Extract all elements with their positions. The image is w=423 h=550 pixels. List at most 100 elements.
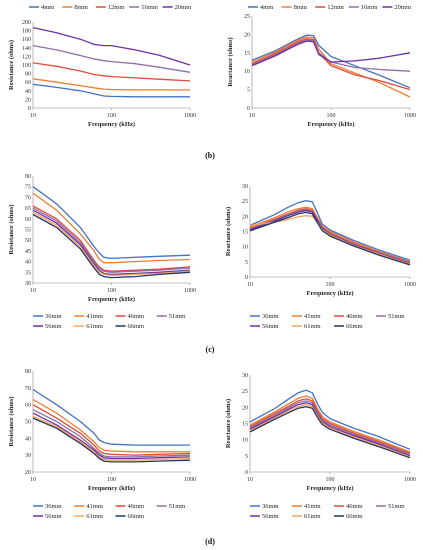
y-axis-label: Reactance (ohms) [225, 399, 232, 448]
y-tick-label: 0 [245, 470, 248, 476]
series-line-20mm [251, 40, 411, 67]
y-tick-label: 100 [22, 63, 31, 69]
legend-entry: 4mm [41, 4, 54, 11]
x-tick-label: 1000 [184, 113, 196, 119]
y-tick-label: 25 [242, 199, 248, 205]
series-line-66mm [249, 406, 411, 459]
legend-entry: 56mm [45, 323, 62, 330]
y-tick-label: 80 [25, 369, 31, 375]
legend-entry: 61mm [86, 323, 103, 330]
series-line-20mm [32, 26, 191, 66]
chart-d-left: 20 30 40 50 60 70 80 10 100 1000 Frequency (kHz) Re… [8, 369, 196, 520]
legend-entry: 61mm [86, 513, 103, 520]
x-tick-label: 100 [326, 477, 335, 483]
series-line-46mm [249, 398, 411, 454]
x-tick-label: 100 [326, 282, 335, 288]
x-tick-label: 100 [107, 477, 116, 483]
y-tick-label: 80 [25, 174, 31, 180]
y-tick-label: 50 [25, 420, 31, 426]
legend-entry: 12mm [108, 4, 125, 11]
panel-label-b: (b) [205, 151, 215, 160]
series-line-56mm [249, 402, 411, 457]
series-line-12mm [32, 62, 191, 82]
series-line-16mm [251, 39, 411, 72]
panel-label-d: (d) [205, 537, 215, 546]
series-line-56mm [32, 209, 191, 276]
legend-entry: 8mm [74, 4, 87, 11]
legend-entry: 66mm [346, 513, 363, 520]
x-axis-label: Frequency (kHz) [88, 121, 135, 128]
series-line-66mm [32, 417, 191, 463]
series-line-66mm [249, 211, 411, 266]
series-line-51mm [32, 207, 191, 273]
legend-entry: 51mm [388, 503, 405, 510]
legend-entry: 56mm [262, 513, 279, 520]
chart-d-right: 0 5 10 15 20 25 30 10 100 1000 Frequency (kHz) Reac… [225, 373, 416, 520]
legend-entry: 51mm [388, 313, 405, 320]
legend-entry: 56mm [262, 323, 279, 330]
y-tick-label: 35 [25, 270, 31, 276]
y-tick-label: 20 [25, 470, 31, 476]
y-axis-label: Resistance (ohms) [8, 40, 15, 90]
x-tick-label: 1000 [184, 288, 196, 294]
series-line-61mm [32, 415, 191, 461]
legend-entry: 4mm [260, 4, 273, 11]
series-line-36mm [249, 389, 411, 451]
y-tick-label: 10 [242, 245, 248, 251]
x-tick-label: 10 [247, 477, 253, 483]
legend-entry: 36mm [45, 503, 62, 510]
legend-entry: 8mm [294, 4, 307, 11]
series-line-41mm [32, 192, 191, 264]
y-tick-label: 40 [25, 89, 31, 95]
x-tick-label: 10 [249, 113, 255, 119]
legend-entry: 41mm [304, 313, 321, 320]
y-tick-label: 50 [25, 238, 31, 244]
legend-entry: 36mm [262, 313, 279, 320]
series-line-61mm [249, 404, 411, 458]
legend-entry: 20mm [394, 4, 411, 11]
chart-b-right: 0 5 10 15 20 25 10 100 1000 Frequency (kHz) Reacta… [227, 4, 416, 128]
series-line-8mm [251, 36, 411, 98]
y-tick-label: 65 [25, 206, 31, 212]
series-line-4mm [32, 83, 190, 98]
y-tick-label: 15 [242, 230, 248, 236]
series-line-41mm [249, 206, 411, 263]
series-line-46mm [32, 205, 191, 272]
x-tick-label: 1000 [404, 113, 416, 119]
y-tick-label: 60 [25, 403, 31, 409]
y-tick-label: 40 [25, 260, 31, 266]
y-tick-label: 0 [28, 106, 31, 112]
y-tick-label: 80 [25, 72, 31, 78]
y-tick-label: 25 [242, 389, 248, 395]
chart-b-left: 0 20 40 60 80 100 120 140 160 180 200 10 100 1000 Freq… [8, 4, 196, 128]
y-tick-label: 5 [247, 88, 250, 94]
series-line-8mm [32, 78, 190, 91]
y-tick-label: 0 [247, 106, 250, 112]
x-axis-label: Frequency (kHz) [308, 121, 355, 128]
y-tick-label: 15 [244, 51, 250, 57]
x-tick-label: 10 [30, 477, 36, 483]
y-tick-label: 30 [242, 373, 248, 379]
series-line-41mm [249, 395, 411, 453]
legend-entry: 66mm [128, 323, 145, 330]
series-line-16mm [32, 44, 191, 73]
y-tick-label: 5 [245, 260, 248, 266]
chart-c-left: 30 35 40 45 50 55 60 65 70 75 80 10 100 1000 Frequency… [8, 174, 196, 330]
series-line-46mm [32, 404, 191, 456]
series-line-56mm [249, 209, 411, 265]
y-tick-label: 40 [25, 436, 31, 442]
legend-entry: 51mm [169, 503, 186, 510]
legend-entry: 20mm [175, 4, 192, 11]
legend-entry: 46mm [346, 313, 363, 320]
series-line-41mm [32, 399, 190, 453]
x-tick-label: 100 [107, 113, 116, 119]
y-tick-label: 60 [25, 80, 31, 86]
legend-entry: 41mm [86, 503, 103, 510]
legend-entry: 16mm [141, 4, 158, 11]
x-tick-label: 1000 [404, 477, 416, 483]
legend-entry: 41mm [304, 503, 321, 510]
x-axis-label: Frequency (kHz) [88, 296, 135, 303]
x-tick-label: 1000 [184, 477, 196, 483]
y-tick-label: 180 [22, 29, 31, 35]
